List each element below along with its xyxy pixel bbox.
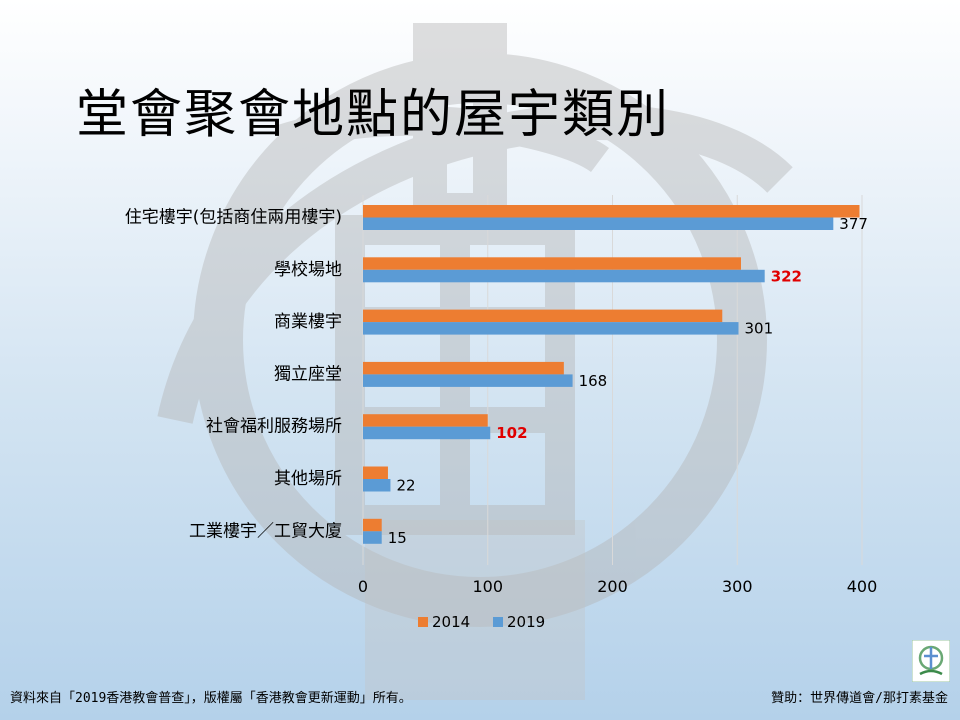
category-label: 學校場地 (274, 260, 342, 280)
data-label: 22 (396, 477, 415, 495)
page-title: 堂會聚會地點的屋宇類別 (76, 85, 671, 145)
category-label: 工業樓宇／工貿大廈 (189, 521, 342, 541)
bar-2014 (363, 257, 741, 270)
x-tick-label: 400 (847, 577, 878, 596)
data-label: 15 (388, 529, 407, 547)
bar-2014 (363, 466, 388, 479)
data-label: 168 (579, 372, 608, 390)
category-labels: 住宅樓宇(包括商住兩用樓宇) 學校場地商業樓宇獨立座堂社會福利服務場所其他場所工業… (125, 208, 342, 542)
church-logo-icon (912, 640, 950, 682)
x-tick-label: 300 (722, 577, 753, 596)
legend: 2014 2019 (418, 613, 545, 631)
x-tick-label: 0 (358, 577, 368, 596)
legend-swatch (493, 617, 503, 627)
sponsor-note: 贊助：世界傳道會/那打素基金 (771, 691, 948, 706)
bar-2019 (363, 531, 382, 544)
bar-2019 (363, 426, 491, 440)
x-tick-label: 200 (597, 577, 628, 596)
data-label: 322 (771, 267, 802, 285)
bar-2019 (363, 374, 573, 387)
bar-2014 (363, 518, 382, 532)
bar-2019 (363, 217, 834, 230)
data-label: 377 (839, 215, 868, 233)
data-label: 301 (744, 320, 773, 338)
bar-2019 (363, 269, 765, 283)
data-label: 102 (496, 424, 527, 442)
category-label: 其他場所 (274, 469, 342, 489)
category-label: 社會福利服務場所 (206, 417, 342, 437)
legend-item-2019: 2019 (493, 613, 545, 631)
legend-label: 2019 (507, 613, 545, 631)
bar-2014 (363, 414, 488, 427)
bar-2019 (363, 322, 739, 335)
source-note: 資料來自「2019香港教會普查」，版權屬「香港教會更新運動」所有。 (10, 691, 412, 706)
bar-2014 (363, 309, 723, 323)
legend-item-2014: 2014 (418, 613, 470, 631)
category-label: 商業樓宇 (274, 312, 342, 332)
legend-label: 2014 (432, 613, 470, 631)
legend-swatch (418, 617, 428, 627)
x-tick-label: 100 (472, 577, 503, 596)
bar-2019 (363, 479, 391, 492)
bar-2014 (363, 205, 860, 218)
x-tick-labels: 0 100 200 300 400 (358, 577, 877, 596)
data-labels: 377 322 301 168 102 22 15 (388, 215, 868, 547)
bars (363, 205, 860, 544)
category-label: 住宅樓宇(包括商住兩用樓宇) (125, 208, 342, 228)
category-label: 獨立座堂 (274, 364, 342, 384)
bar-2014 (363, 361, 564, 375)
